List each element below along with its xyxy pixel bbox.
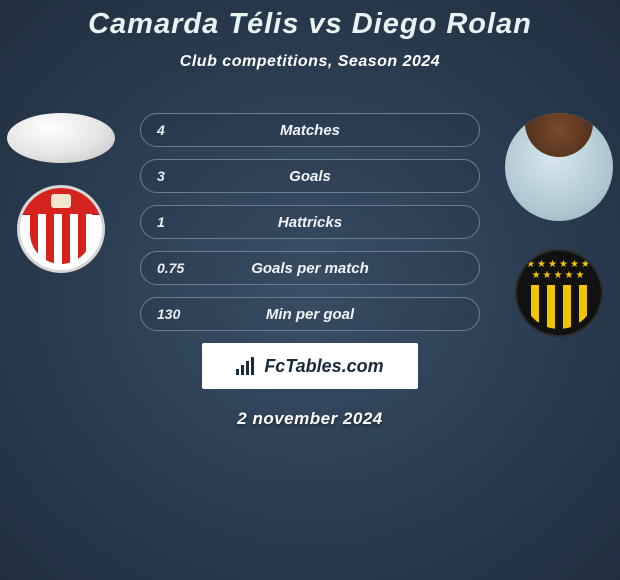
- stat-rows: 4 Matches 3 Goals 1 Hattricks 0.75 Goals…: [140, 113, 480, 331]
- player-right-avatar: [505, 113, 613, 221]
- stat-value-left: 3: [141, 168, 201, 184]
- brand-badge: FcTables.com: [202, 343, 418, 389]
- stat-row: 4 Matches: [140, 113, 480, 147]
- crest-stars: ★★★★★★★★★★★: [517, 259, 601, 281]
- stat-label: Matches: [201, 122, 419, 139]
- stat-label: Hattricks: [201, 214, 419, 231]
- player-right-crest: ★★★★★★★★★★★: [515, 249, 603, 337]
- date-text: 2 november 2024: [0, 409, 620, 429]
- stat-label: Min per goal: [201, 306, 419, 323]
- stat-value-left: 1: [141, 214, 201, 230]
- player-left-column: [6, 113, 116, 273]
- bar-chart-icon: [236, 357, 258, 375]
- stat-row: 1 Hattricks: [140, 205, 480, 239]
- stat-row: 130 Min per goal: [140, 297, 480, 331]
- stat-row: 3 Goals: [140, 159, 480, 193]
- brand-text: FcTables.com: [264, 356, 383, 377]
- comparison-block: ★★★★★★★★★★★ 4 Matches 3 Goals 1 Hattrick…: [0, 113, 620, 429]
- stat-row: 0.75 Goals per match: [140, 251, 480, 285]
- player-left-avatar: [7, 113, 115, 163]
- stat-value-left: 130: [141, 306, 201, 322]
- stat-label: Goals per match: [201, 260, 419, 277]
- player-right-column: ★★★★★★★★★★★: [504, 113, 614, 337]
- stat-value-left: 0.75: [141, 260, 201, 276]
- stat-value-left: 4: [141, 122, 201, 138]
- player-left-crest: [17, 185, 105, 273]
- subtitle: Club competitions, Season 2024: [0, 53, 620, 71]
- stat-label: Goals: [201, 168, 419, 185]
- page-title: Camarda Télis vs Diego Rolan: [0, 0, 620, 41]
